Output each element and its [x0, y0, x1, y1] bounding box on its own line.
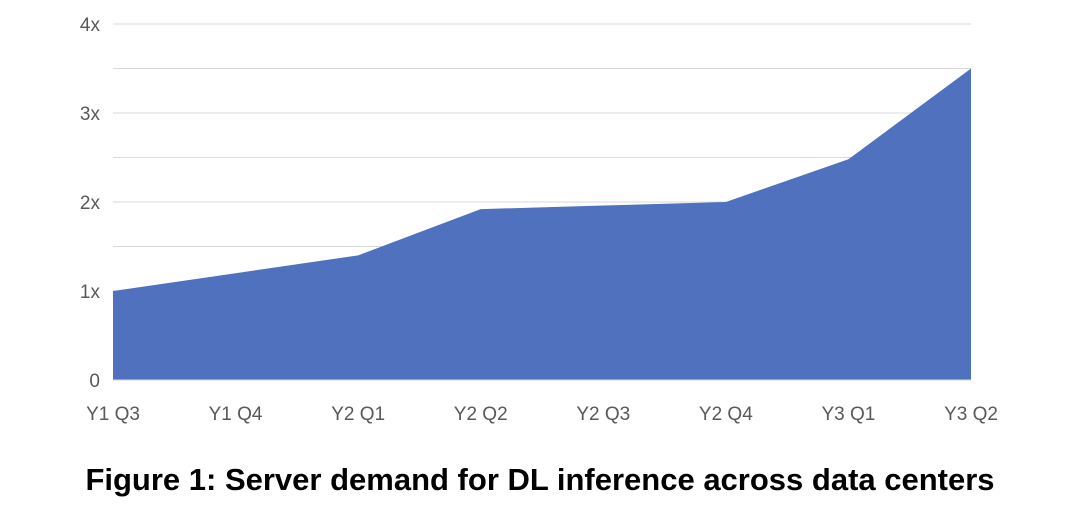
x-tick-label: Y2 Q4: [699, 404, 753, 425]
y-tick-label: 0: [89, 371, 100, 392]
x-tick-label: Y3 Q2: [944, 404, 998, 425]
y-tick-label: 4x: [80, 15, 101, 36]
y-tick-label: 2x: [80, 193, 101, 214]
x-tick-label: Y2 Q1: [331, 404, 385, 425]
x-tick-label: Y2 Q3: [576, 404, 630, 425]
chart-canvas: 0 1x 2x 3x 4x Y1 Q3 Y1 Q4 Y2 Q1 Y2 Q2 Y2 Q3 Y2 Q4 Y…: [80, 15, 998, 425]
y-tick-label: 3x: [80, 104, 101, 125]
y-tick-label: 1x: [80, 282, 101, 303]
area-series: [113, 68, 971, 380]
figure-caption: Figure 1: Server demand for DL inference…: [85, 462, 995, 497]
x-tick-label: Y2 Q2: [454, 404, 508, 425]
x-tick-label: Y3 Q1: [821, 404, 875, 425]
server-demand-area-chart: 0 1x 2x 3x 4x Y1 Q3 Y1 Q4 Y2 Q1 Y2 Q2 Y2 Q3 Y2 Q4 Y…: [80, 15, 998, 425]
x-tick-label: Y1 Q4: [209, 404, 263, 425]
x-tick-label: Y1 Q3: [86, 404, 140, 425]
